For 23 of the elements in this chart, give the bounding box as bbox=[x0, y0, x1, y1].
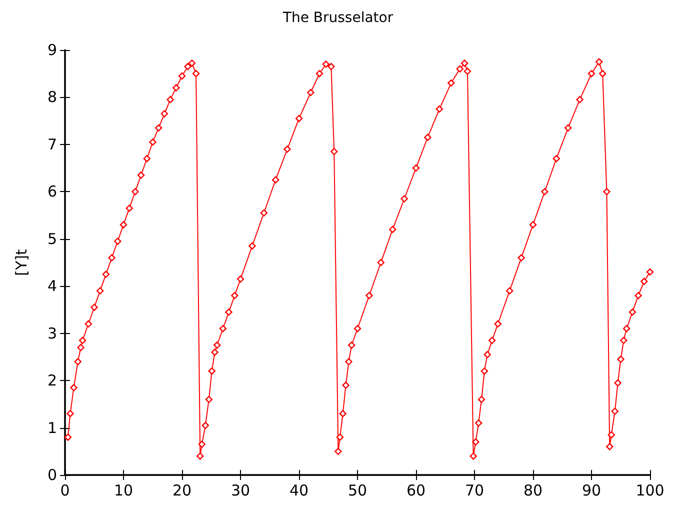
y-tick-label: 5 bbox=[47, 230, 57, 248]
chart-title: The Brusselator bbox=[282, 10, 394, 26]
y-tick-label: 3 bbox=[47, 324, 57, 342]
y-tick-label: 7 bbox=[47, 135, 57, 154]
x-tick-label: 0 bbox=[60, 482, 70, 500]
x-tick-label: 80 bbox=[523, 482, 543, 500]
x-tick-label: 90 bbox=[582, 482, 602, 500]
x-tick-label: 100 bbox=[636, 482, 664, 500]
y-tick-label: 8 bbox=[47, 88, 57, 106]
y-axis-title: [Y]t bbox=[12, 249, 30, 276]
y-tick-label: 4 bbox=[47, 277, 57, 296]
x-tick-label: 70 bbox=[464, 482, 484, 500]
y-tick-label: 0 bbox=[47, 466, 57, 484]
y-tick-label: 1 bbox=[47, 418, 57, 437]
x-tick-label: 20 bbox=[172, 482, 192, 500]
x-tick-label: 40 bbox=[289, 482, 309, 500]
x-tick-label: 10 bbox=[114, 482, 134, 500]
y-tick-label: 9 bbox=[47, 41, 57, 59]
x-tick-label: 60 bbox=[406, 482, 426, 500]
x-tick-label: 50 bbox=[348, 482, 368, 500]
y-tick-label: 6 bbox=[47, 182, 57, 201]
y-tick-label: 2 bbox=[47, 372, 57, 390]
x-tick-label: 30 bbox=[230, 482, 250, 500]
